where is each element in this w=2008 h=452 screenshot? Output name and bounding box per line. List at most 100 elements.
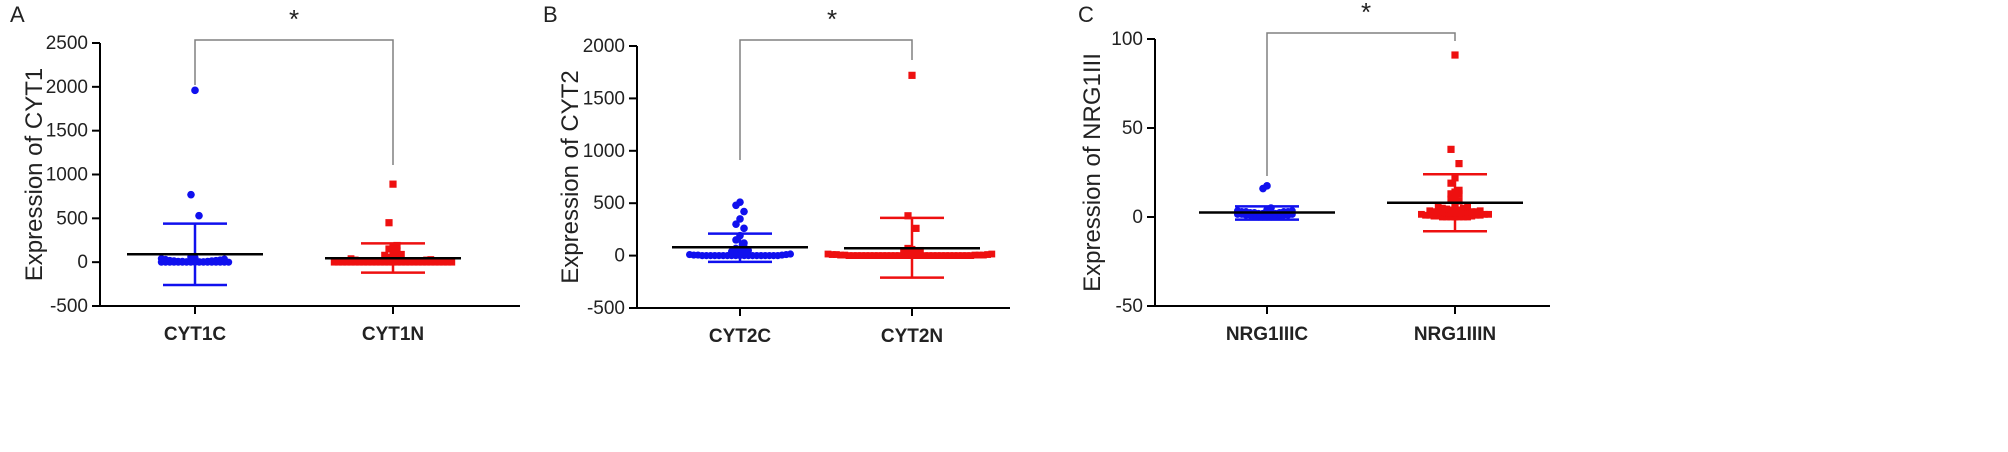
data-point (1434, 202, 1442, 210)
outlier-point (732, 201, 740, 210)
panel-letter: B (543, 2, 558, 27)
outlier-point (191, 86, 199, 95)
significance-star: * (1361, 0, 1371, 27)
data-point (414, 257, 422, 265)
outlier-point (740, 224, 748, 233)
outlier-point (736, 215, 744, 223)
data-point (904, 249, 912, 257)
panel-letter: C (1078, 2, 1094, 27)
data-point (1455, 206, 1463, 214)
data-point (381, 251, 388, 259)
significance-star: * (827, 4, 837, 34)
data-point (406, 257, 414, 265)
data-point (896, 252, 903, 259)
data-point (1447, 213, 1455, 221)
series-nrg1iiic: NRG1IIIC (1199, 182, 1335, 345)
data-point (381, 258, 388, 266)
data-point (686, 250, 694, 259)
data-point (393, 252, 401, 260)
y-tick-label: -50 (1116, 296, 1143, 317)
data-point (786, 250, 795, 258)
y-tick-label: 0 (77, 252, 88, 273)
data-point (1439, 204, 1446, 212)
data-point (967, 252, 975, 259)
data-point (356, 257, 363, 264)
series-cyt2c: CYT2C (672, 198, 808, 347)
data-point (220, 255, 228, 263)
outlier-point (1455, 197, 1463, 205)
data-point (1434, 212, 1442, 220)
y-tick-label: 2000 (583, 36, 625, 57)
significance-star: * (289, 4, 299, 34)
data-point (824, 250, 832, 258)
y-tick-label: 100 (1111, 29, 1143, 50)
data-point (912, 249, 920, 256)
panel-letter: A (10, 2, 25, 27)
data-point (364, 257, 372, 265)
data-point (440, 258, 447, 266)
data-point (444, 258, 451, 266)
data-point (385, 258, 393, 266)
data-point (427, 256, 435, 263)
data-point (398, 258, 405, 266)
x-tick-label: CYT1C (164, 324, 227, 345)
significance-bracket (194, 39, 394, 165)
data-point (1426, 211, 1434, 219)
y-tick-label: -500 (587, 298, 625, 319)
data-point (1464, 203, 1471, 211)
outlier-point (393, 247, 401, 255)
chart-panel-C: C Expression of NRG1III -50 0 50 100 NRG1IIIC N… (1078, 0, 1550, 345)
data-point (1422, 211, 1429, 219)
outlier-point (1447, 145, 1455, 153)
y-axis-label: Expression of NRG1III (1079, 53, 1106, 292)
data-point (1472, 208, 1480, 216)
data-point (343, 258, 351, 266)
data-point (917, 252, 924, 259)
series-cyt1c: CYT1C (127, 86, 263, 345)
significance-bracket (739, 39, 913, 160)
data-point (841, 251, 849, 259)
outlier-point (187, 190, 195, 199)
data-point (933, 252, 941, 259)
outlier-point (732, 220, 740, 228)
data-point (1464, 213, 1471, 221)
outlier-point (740, 239, 748, 247)
data-point (1485, 210, 1492, 218)
outlier-point (1451, 51, 1459, 59)
data-point (828, 251, 836, 258)
data-point (431, 258, 439, 266)
series-cyt2n: CYT2N (824, 71, 996, 347)
data-point (946, 252, 954, 259)
y-tick-label: 500 (593, 193, 625, 214)
data-point (862, 252, 870, 259)
y-tick-label: 1000 (46, 165, 88, 186)
data-point (849, 252, 857, 259)
outlier-point (385, 245, 393, 253)
outlier-point (732, 236, 740, 244)
chart-panel-B: B Expression of CYT2-500 0 500 1000 1500 2000 C… (543, 2, 1010, 347)
data-point (963, 252, 970, 259)
outlier-point (912, 224, 920, 232)
x-tick-label: CYT1N (362, 324, 424, 345)
data-point (925, 252, 933, 259)
outlier-point (1259, 184, 1267, 193)
data-point (891, 252, 899, 259)
data-point (854, 252, 861, 259)
data-point (1481, 210, 1488, 218)
data-point (1443, 210, 1450, 217)
data-point (419, 257, 426, 264)
data-point (1430, 212, 1438, 220)
data-point (837, 251, 844, 259)
data-point (845, 252, 853, 259)
data-point (858, 252, 865, 259)
outlier-point (1447, 190, 1455, 198)
data-point (900, 252, 907, 259)
data-point (393, 258, 401, 266)
data-point (377, 258, 384, 266)
data-point (1430, 208, 1438, 216)
data-point (887, 252, 895, 259)
data-point (950, 252, 958, 259)
y-axis-label: Expression of CYT2 (557, 70, 584, 283)
data-point (1439, 213, 1446, 221)
